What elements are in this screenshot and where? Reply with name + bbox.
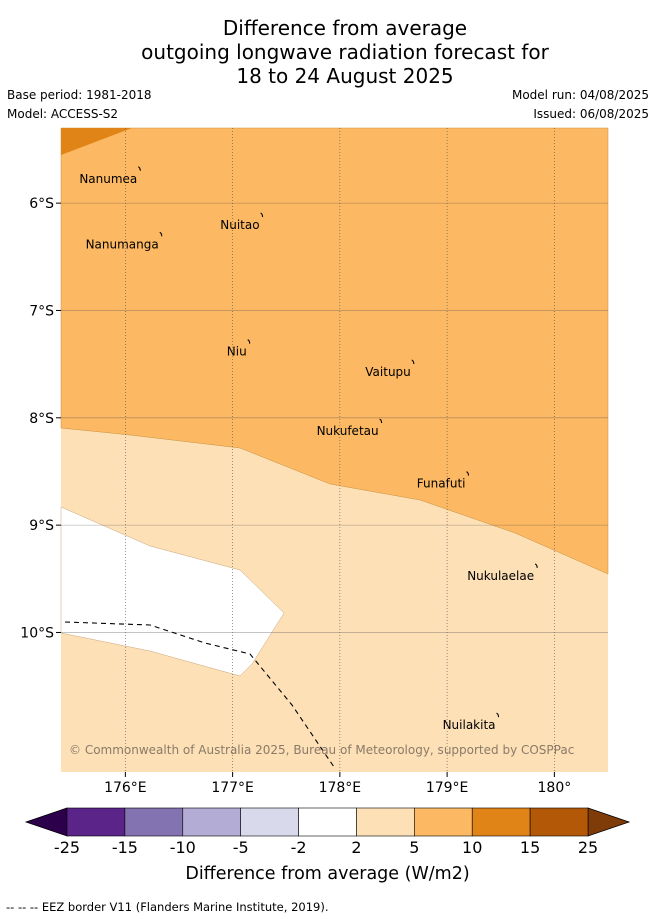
colorbar-tick-label: 15 — [520, 838, 540, 857]
island-outline — [466, 471, 470, 476]
lat-tick-label: 9°S — [29, 518, 54, 534]
lat-tick-label: 10°S — [20, 625, 54, 641]
eez-border — [64, 621, 335, 768]
colorbar-segment — [356, 807, 415, 837]
colorbar-segment — [124, 807, 184, 837]
anomaly-region-10-to-15 — [61, 128, 132, 155]
island-label: Nuitao — [220, 218, 259, 232]
lat-tick-label: 7°S — [29, 303, 54, 319]
copyright-notice: © Commonwealth of Australia 2025, Bureau… — [69, 743, 574, 757]
islands: Nanumea Nuitao Nanumanga Niu Vaitupu Nukufeta… — [79, 166, 538, 732]
colorbar: -25 -15 -10 -5 -2 2 5 10 15 25 — [24, 807, 631, 857]
island-label: Niu — [227, 345, 247, 359]
map-plot: Nanumea Nuitao Nanumanga Niu Vaitupu Nukufeta… — [60, 127, 609, 772]
lon-tick-label: 179°E — [426, 780, 469, 796]
island-outline — [138, 166, 141, 171]
anomaly-region-5-to-10 — [60, 127, 609, 575]
colorbar-label: Difference from average (W/m2) — [185, 864, 470, 884]
colorbar-segment — [471, 807, 531, 837]
island-label: Nanumea — [79, 172, 137, 186]
eez-footnote: -- -- -- EEZ border V11 (Flanders Marine… — [6, 900, 329, 914]
island-label: Nukufetau — [317, 424, 379, 438]
colorbar-tick-label: 5 — [409, 838, 419, 857]
island-label: Nuilakita — [443, 718, 496, 732]
lon-tick-label: 180° — [538, 780, 572, 796]
colorbar-tick-label: -10 — [170, 838, 196, 857]
colorbar-tick-label: -25 — [54, 838, 80, 857]
island-label: Nanumanga — [86, 237, 159, 251]
lon-tick-label: 178°E — [319, 780, 362, 796]
colorbar-segment — [298, 807, 357, 837]
colorbar-tick-label: -2 — [291, 838, 307, 857]
map-axes: 176°E 177°E 178°E 179°E 180° 6°S 7°S 8°S 9°S 10°S — [20, 196, 571, 796]
lat-tick-label: 8°S — [29, 411, 54, 427]
issued-date: Issued: 06/08/2025 — [533, 107, 649, 121]
colorbar-tick-label: 2 — [351, 838, 361, 857]
base-period: Base period: 1981-2018 — [7, 88, 152, 102]
island-outline — [159, 231, 163, 237]
island-outline — [496, 712, 500, 718]
colorbar-low-extension — [24, 807, 68, 837]
island-outline — [534, 563, 538, 568]
title-line-3: 18 to 24 August 2025 — [236, 64, 454, 88]
colorbar-segment — [529, 807, 589, 837]
island-label: Vaitupu — [365, 365, 411, 379]
colorbar-tick-label: -15 — [112, 838, 138, 857]
colorbar-high-extension — [587, 807, 631, 837]
colorbar-tick-label: 10 — [462, 838, 482, 857]
colorbar-segment — [182, 807, 241, 837]
island-outline — [379, 418, 383, 424]
title-line-2: outgoing longwave radiation forecast for — [141, 40, 549, 64]
lon-tick-label: 176°E — [104, 780, 147, 796]
colorbar-segment — [66, 807, 126, 837]
colorbar-tick-label: 25 — [578, 838, 598, 857]
colorbar-segment — [240, 807, 299, 837]
colorbar-segment — [414, 807, 473, 837]
island-label: Nukulaelae — [467, 569, 534, 583]
island-outline — [260, 212, 264, 217]
chart-title: Difference from average outgoing longwav… — [0, 16, 655, 88]
colorbar-tick-label: -5 — [233, 838, 249, 857]
island-outline — [247, 339, 251, 344]
model-name: Model: ACCESS-S2 — [7, 107, 119, 121]
lon-tick-label: 177°E — [211, 780, 254, 796]
gridlines — [61, 128, 608, 772]
island-label: Funafuti — [417, 477, 466, 491]
title-line-1: Difference from average — [222, 16, 468, 40]
lat-tick-label: 6°S — [29, 196, 54, 212]
island-outline — [411, 359, 415, 365]
model-run: Model run: 04/08/2025 — [511, 88, 649, 102]
anomaly-region-neutral — [60, 506, 285, 677]
